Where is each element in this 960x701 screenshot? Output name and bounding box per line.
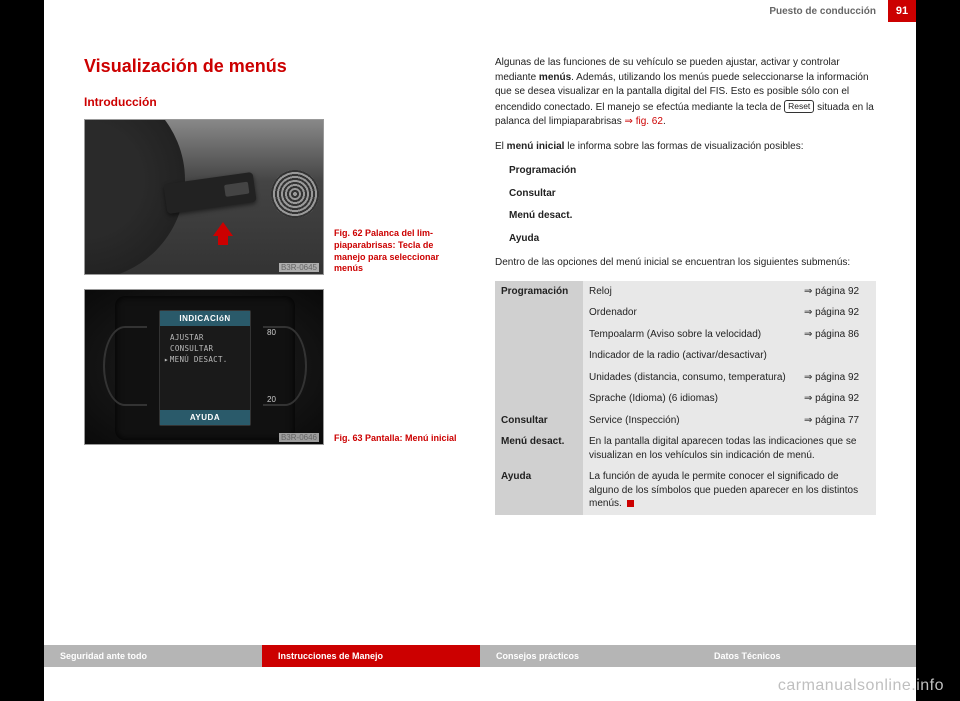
end-square-icon xyxy=(627,500,634,507)
tab-instrucciones[interactable]: Instrucciones de Manejo xyxy=(262,645,480,667)
table-cell: Reloj xyxy=(583,281,798,303)
table-cell: Unidades (distancia, consu­mo, temperatu… xyxy=(583,367,798,389)
page-title: Visualización de menús xyxy=(84,56,465,77)
section-title: Puesto de conducción xyxy=(769,0,876,22)
paragraph-3: Dentro de las opciones del menú inicial … xyxy=(495,256,876,271)
menu-item: Menú desact. xyxy=(509,209,876,224)
screen-footer: AYUDA xyxy=(160,410,250,425)
page-header: Puesto de conducción 91 xyxy=(44,0,916,22)
figure-63: INDICACIóN AJUSTAR CONSULTAR MENÚ DESACT… xyxy=(84,289,324,445)
menu-item: Programación xyxy=(509,164,876,179)
table-cell: Ordenador xyxy=(583,302,798,324)
section-subtitle: Introducción xyxy=(84,95,465,109)
screen-item: CONSULTAR xyxy=(164,343,246,354)
paragraph-1: Algunas de las funciones de su vehículo … xyxy=(495,56,876,130)
tab-datos[interactable]: Datos Técnicos xyxy=(698,645,916,667)
table-cell: En la pantalla digital aparecen todas la… xyxy=(583,431,876,466)
fis-screen: INDICACIóN AJUSTAR CONSULTAR MENÚ DESACT… xyxy=(159,310,251,426)
footer-tabs: Seguridad ante todo Instrucciones de Man… xyxy=(44,645,916,667)
paragraph-2: El menú inicial le informa sobre las for… xyxy=(495,140,876,155)
figure-label: B3R-0646 xyxy=(279,433,319,442)
table-cell-page: ⇒ página 92 xyxy=(798,302,876,324)
table-row: AyudaLa función de ayuda le permite cono… xyxy=(495,466,876,515)
table-cell: Sprache (Idioma) (6 idio­mas) xyxy=(583,388,798,410)
table-cell: La función de ayuda le permite conocer e… xyxy=(583,466,876,515)
table-cell-page: ⇒ página 92 xyxy=(798,367,876,389)
table-cell: Tempoalarm (Aviso sobre la velocidad) xyxy=(583,324,798,346)
submenu-table: ProgramaciónReloj⇒ página 92Ordenador⇒ p… xyxy=(495,281,876,515)
table-header-cell: Consultar xyxy=(495,410,583,432)
table-row: ConsultarService (Inspección)⇒ página 77 xyxy=(495,410,876,432)
arrow-up-icon xyxy=(213,222,233,236)
screen-item: AJUSTAR xyxy=(164,332,246,343)
tab-consejos[interactable]: Consejos prácticos xyxy=(480,645,698,667)
figure-label: B3R-0645 xyxy=(279,263,319,272)
left-column: Visualización de menús Introducción B3R-… xyxy=(84,56,465,620)
table-cell-page: ⇒ página 86 xyxy=(798,324,876,346)
figure-reference: ⇒ fig. 62 xyxy=(625,116,663,127)
manual-page: Puesto de conducción 91 Visualización de… xyxy=(44,0,916,701)
table-cell-page: ⇒ página 92 xyxy=(798,388,876,410)
menu-item: Consultar xyxy=(509,187,876,202)
table-cell: Service (Inspección) xyxy=(583,410,798,432)
table-row: ProgramaciónReloj⇒ página 92 xyxy=(495,281,876,303)
right-column: Algunas de las funciones de su vehículo … xyxy=(495,56,876,620)
screen-header: INDICACIóN xyxy=(160,311,250,326)
menu-item: Ayuda xyxy=(509,232,876,247)
table-cell-page: ⇒ página 92 xyxy=(798,281,876,303)
table-header-cell: Programación xyxy=(495,281,583,410)
figure-62: B3R-0645 xyxy=(84,119,324,275)
table-cell-page: ⇒ página 77 xyxy=(798,410,876,432)
screen-item-selected: MENÚ DESACT. xyxy=(164,354,246,365)
table-header-cell: Menú desact. xyxy=(495,431,583,466)
table-header-cell: Ayuda xyxy=(495,466,583,515)
table-cell-page xyxy=(798,345,876,367)
figure-63-caption: Fig. 63 Pantalla: Menú inicial xyxy=(334,433,464,445)
tab-seguridad[interactable]: Seguridad ante todo xyxy=(44,645,262,667)
table-row: Menú desact.En la pantalla digital apare… xyxy=(495,431,876,466)
figure-62-caption: Fig. 62 Palanca del lim­piaparabrisas: T… xyxy=(334,228,464,275)
menu-list: Programación Consultar Menú desact. Ayud… xyxy=(509,164,876,246)
watermark: carmanualsonline.info xyxy=(778,677,944,695)
page-number: 91 xyxy=(888,0,916,22)
reset-key-icon: Reset xyxy=(784,100,814,113)
table-cell: Indicador de la radio (acti­var/desactiv… xyxy=(583,345,798,367)
